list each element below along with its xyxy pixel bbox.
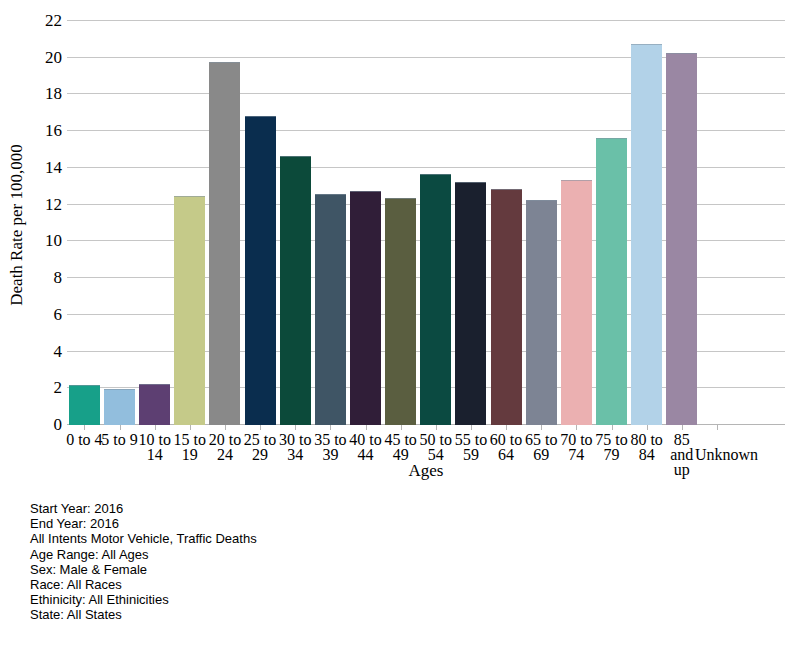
x-tick-label-unknown: Unknown: [695, 432, 739, 462]
bar-25-to-29: [245, 116, 276, 426]
bar-80-to-84: [631, 44, 662, 425]
bar-15-to-19: [174, 196, 205, 425]
bar-55-to-59: [455, 182, 486, 425]
x-tick-mark: [190, 425, 191, 430]
x-tick-mark: [295, 425, 296, 430]
plot-area: [67, 21, 785, 425]
x-tick-mark: [436, 425, 437, 430]
bar-35-to-39: [315, 194, 346, 425]
y-tick-label: 20: [0, 49, 62, 67]
x-tick-mark: [506, 425, 507, 430]
y-tick-label: 6: [0, 306, 62, 324]
bar-30-to-34: [280, 156, 311, 425]
x-tick-mark: [155, 425, 156, 430]
y-tick-label: 22: [0, 12, 62, 30]
x-tick-mark: [682, 425, 683, 430]
footnote-line: Start Year: 2016: [30, 501, 257, 516]
x-tick-mark: [576, 425, 577, 430]
bar-20-to-24: [209, 62, 240, 425]
y-tick-label: 14: [0, 159, 62, 177]
footnote-line: All Intents Motor Vehicle, Traffic Death…: [30, 531, 257, 546]
bar-75-to-79: [596, 138, 627, 425]
x-tick-mark: [330, 425, 331, 430]
footnote-line: Sex: Male & Female: [30, 562, 257, 577]
footnote-line: Ethinicity: All Ethinicities: [30, 592, 257, 607]
y-tick-label: 10: [0, 232, 62, 250]
footnote-line: Age Range: All Ages: [30, 547, 257, 562]
bar-50-to-54: [420, 174, 451, 425]
x-tick-mark: [541, 425, 542, 430]
x-tick-mark: [225, 425, 226, 430]
bar-60-to-64: [491, 189, 522, 425]
bar-0-to-4: [69, 385, 100, 425]
death-rate-bar-chart: Death Rate per 100,000 02468101214161820…: [0, 0, 811, 660]
chart-footnotes: Start Year: 2016End Year: 2016All Intent…: [30, 501, 257, 623]
footnote-line: State: All States: [30, 607, 257, 622]
y-tick-label: 16: [0, 122, 62, 140]
y-tick-label: 0: [0, 416, 62, 434]
bar-40-to-44: [350, 191, 381, 425]
x-tick-mark: [401, 425, 402, 430]
x-tick-mark: [647, 425, 648, 430]
x-tick-mark: [120, 425, 121, 430]
y-tick-label: 8: [0, 269, 62, 287]
x-tick-mark: [366, 425, 367, 430]
y-tick-label: 18: [0, 85, 62, 103]
x-tick-mark: [471, 425, 472, 430]
x-tick-mark: [260, 425, 261, 430]
x-tick-mark: [717, 425, 718, 430]
x-tick-mark: [84, 425, 85, 430]
bar-45-to-49: [385, 198, 416, 425]
y-tick-label: 2: [0, 379, 62, 397]
y-tick-label: 4: [0, 343, 62, 361]
x-axis-title: Ages: [409, 461, 444, 481]
gridline-y-22: [67, 20, 785, 21]
bar-65-to-69: [526, 200, 557, 425]
x-tick-mark: [612, 425, 613, 430]
y-tick-label: 12: [0, 196, 62, 214]
bar-10-to-14: [139, 384, 170, 425]
bar-85-and-up: [666, 53, 697, 425]
bar-5-to-9: [104, 389, 135, 425]
bar-70-to-74: [561, 180, 592, 425]
footnote-line: End Year: 2016: [30, 516, 257, 531]
footnote-line: Race: All Races: [30, 577, 257, 592]
